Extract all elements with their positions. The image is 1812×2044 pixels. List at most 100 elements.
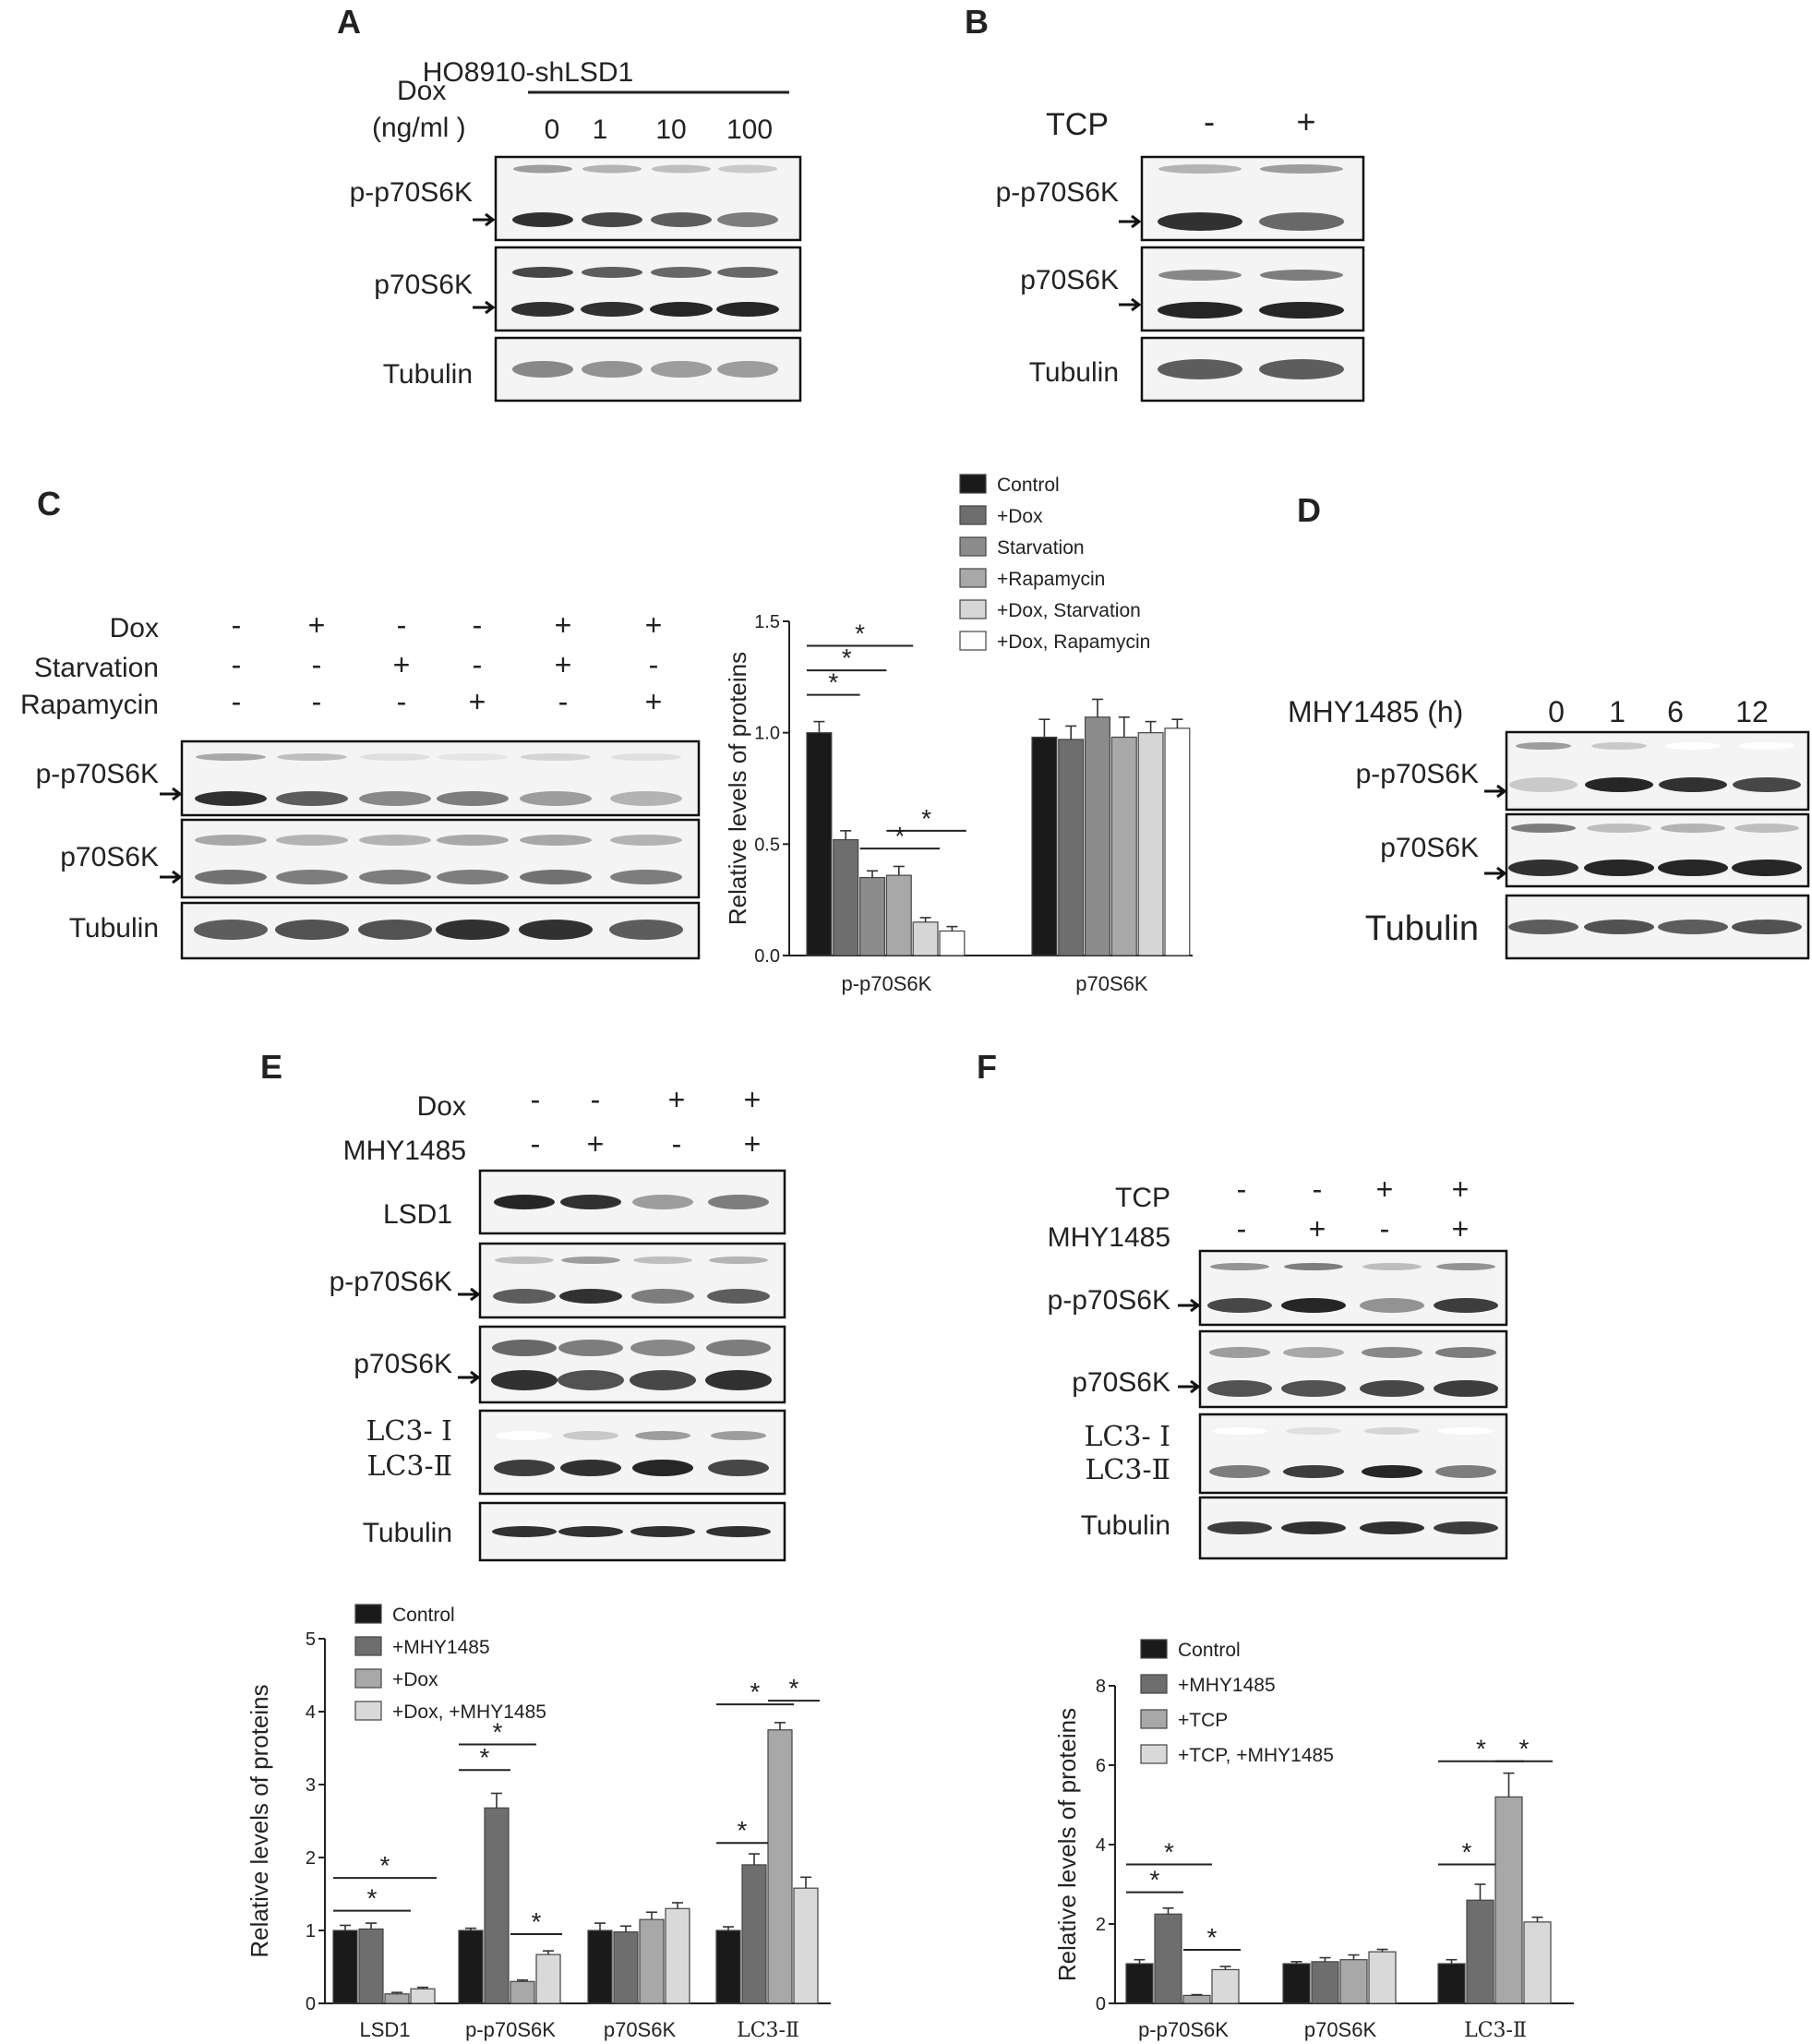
x-tick-label: LC3-Ⅱ xyxy=(737,2019,799,2042)
y-axis-label: Relative levels of proteins xyxy=(724,652,751,925)
panel-e-condition-label: Dox xyxy=(417,1091,466,1122)
panel-d-band xyxy=(1733,777,1801,792)
panel-e-arrow xyxy=(458,1287,481,1302)
bar--rapamycin xyxy=(1110,736,1137,956)
panel-c-blot-box xyxy=(180,739,701,817)
legend-label: +Dox xyxy=(997,506,1043,527)
panel-b-band xyxy=(1259,359,1344,379)
panel-e-band xyxy=(630,1370,696,1390)
panel-e-band xyxy=(559,1289,622,1304)
bar-control xyxy=(332,1930,358,2004)
panel-b-row-labels: p-p70S6K p70S6K Tubulin xyxy=(996,177,1119,388)
panel-c-sign: + xyxy=(645,608,663,642)
panel-f-condition-label: TCP xyxy=(1115,1183,1170,1213)
panel-d-band xyxy=(1509,777,1578,792)
panel-f-sign: - xyxy=(1313,1172,1323,1206)
panel-f-band xyxy=(1364,1427,1420,1435)
significance-star: * xyxy=(842,643,852,672)
panel-f-band xyxy=(1210,1263,1269,1270)
panel-c-band xyxy=(275,920,349,940)
panel-c-band xyxy=(438,753,508,761)
panel-f-band xyxy=(1286,1427,1341,1435)
bar--dox xyxy=(833,838,859,956)
panel-f-band xyxy=(1434,1298,1498,1313)
legend-swatch xyxy=(354,1701,382,1721)
panel-c-sign: + xyxy=(555,648,572,681)
y-tick-label: 1 xyxy=(306,1921,316,1942)
bar--tcp-mhy1485 xyxy=(1211,1968,1240,2004)
significance-star: * xyxy=(493,1718,503,1747)
panel-letter-f: F xyxy=(977,1048,997,1086)
panel-c-sign: + xyxy=(555,608,572,642)
panel-letter-c: C xyxy=(37,485,61,523)
panel-b-lane-label: - xyxy=(1204,102,1215,140)
panel-a-band xyxy=(581,302,643,317)
panel-d-band xyxy=(1739,742,1794,750)
panel-b-row-label: p70S6K xyxy=(1020,265,1119,295)
legend-label: +MHY1485 xyxy=(392,1637,490,1658)
panel-f-band xyxy=(1207,1380,1272,1397)
panel-e-sign: - xyxy=(672,1127,682,1160)
panel-f-band xyxy=(1281,1521,1346,1534)
panel-c-band xyxy=(437,791,509,806)
panel-f-band xyxy=(1281,1298,1346,1313)
panel-e-sign: + xyxy=(587,1127,605,1160)
panel-c-condition-label: Starvation xyxy=(34,653,159,683)
panel-f-band xyxy=(1360,1298,1424,1313)
panel-letter-e: E xyxy=(260,1048,282,1086)
legend-label: +TCP xyxy=(1178,1710,1228,1731)
legend-label: +Rapamycin xyxy=(997,569,1105,590)
significance-star: * xyxy=(750,1677,761,1706)
panel-a-band xyxy=(582,361,642,378)
panel-a-row-label: p70S6K xyxy=(374,270,473,300)
bar-control xyxy=(1031,736,1058,956)
panel-e-band xyxy=(497,1431,552,1440)
panel-f-band xyxy=(1284,1263,1343,1270)
panel-a-lane-labels: 0 1 10 100 xyxy=(545,114,773,145)
panel-f-sign: - xyxy=(1237,1212,1247,1245)
panel-a-band xyxy=(652,164,711,174)
bar--mhy1485 xyxy=(1154,1913,1182,2004)
legend-swatch xyxy=(354,1636,382,1656)
x-tick-label: p-p70S6K xyxy=(841,972,931,995)
panel-a-band xyxy=(512,361,573,378)
panel-f-band xyxy=(1362,1347,1422,1358)
panel-f-band xyxy=(1435,1465,1496,1478)
panel-a-cond-label-2: (ng/ml ) xyxy=(372,113,466,143)
panel-d-band xyxy=(1665,742,1721,750)
panel-f-arrow xyxy=(1178,1379,1201,1394)
panel-c-condition-label: Dox xyxy=(110,613,159,643)
panel-c-sign: - xyxy=(473,648,483,681)
bar-control xyxy=(806,732,833,956)
panel-e-blot-box xyxy=(478,1409,786,1496)
legend-swatch xyxy=(959,505,987,525)
panel-e-band xyxy=(706,1340,771,1356)
legend-swatch xyxy=(1140,1639,1168,1659)
panel-b-band xyxy=(1158,359,1242,379)
panel-c-condition-label: Rapamycin xyxy=(20,690,159,720)
y-tick-label: 4 xyxy=(1096,1835,1106,1856)
significance-star: * xyxy=(855,619,865,648)
panel-f-band xyxy=(1434,1521,1498,1534)
panel-d-band xyxy=(1584,860,1654,876)
bar--dox-rapamycin xyxy=(939,930,966,956)
panel-c-sign: + xyxy=(469,685,486,718)
panel-d-row-label: Tubulin xyxy=(1365,909,1479,948)
significance-star: * xyxy=(828,668,838,697)
panel-c-band xyxy=(276,791,348,806)
panel-a-band xyxy=(717,361,778,378)
panel-a-band xyxy=(582,164,642,174)
panel-e-band xyxy=(560,1460,621,1476)
panel-a-lane-label: 0 xyxy=(545,114,560,145)
panel-e-band xyxy=(707,1289,770,1304)
panel-c-sign: - xyxy=(232,648,242,681)
panel-e-blot-box xyxy=(478,1242,786,1319)
panel-e-band xyxy=(494,1460,555,1476)
panel-e-row-label: p-p70S6K xyxy=(330,1267,452,1297)
panel-c-band xyxy=(195,835,267,846)
panel-f-blot-box xyxy=(1198,1249,1508,1327)
panel-f-row-label: LC3-Ⅱ xyxy=(1086,1454,1171,1486)
panel-d-lane-label: 0 xyxy=(1548,695,1565,728)
panel-f-row-label: p-p70S6K xyxy=(1048,1285,1170,1316)
